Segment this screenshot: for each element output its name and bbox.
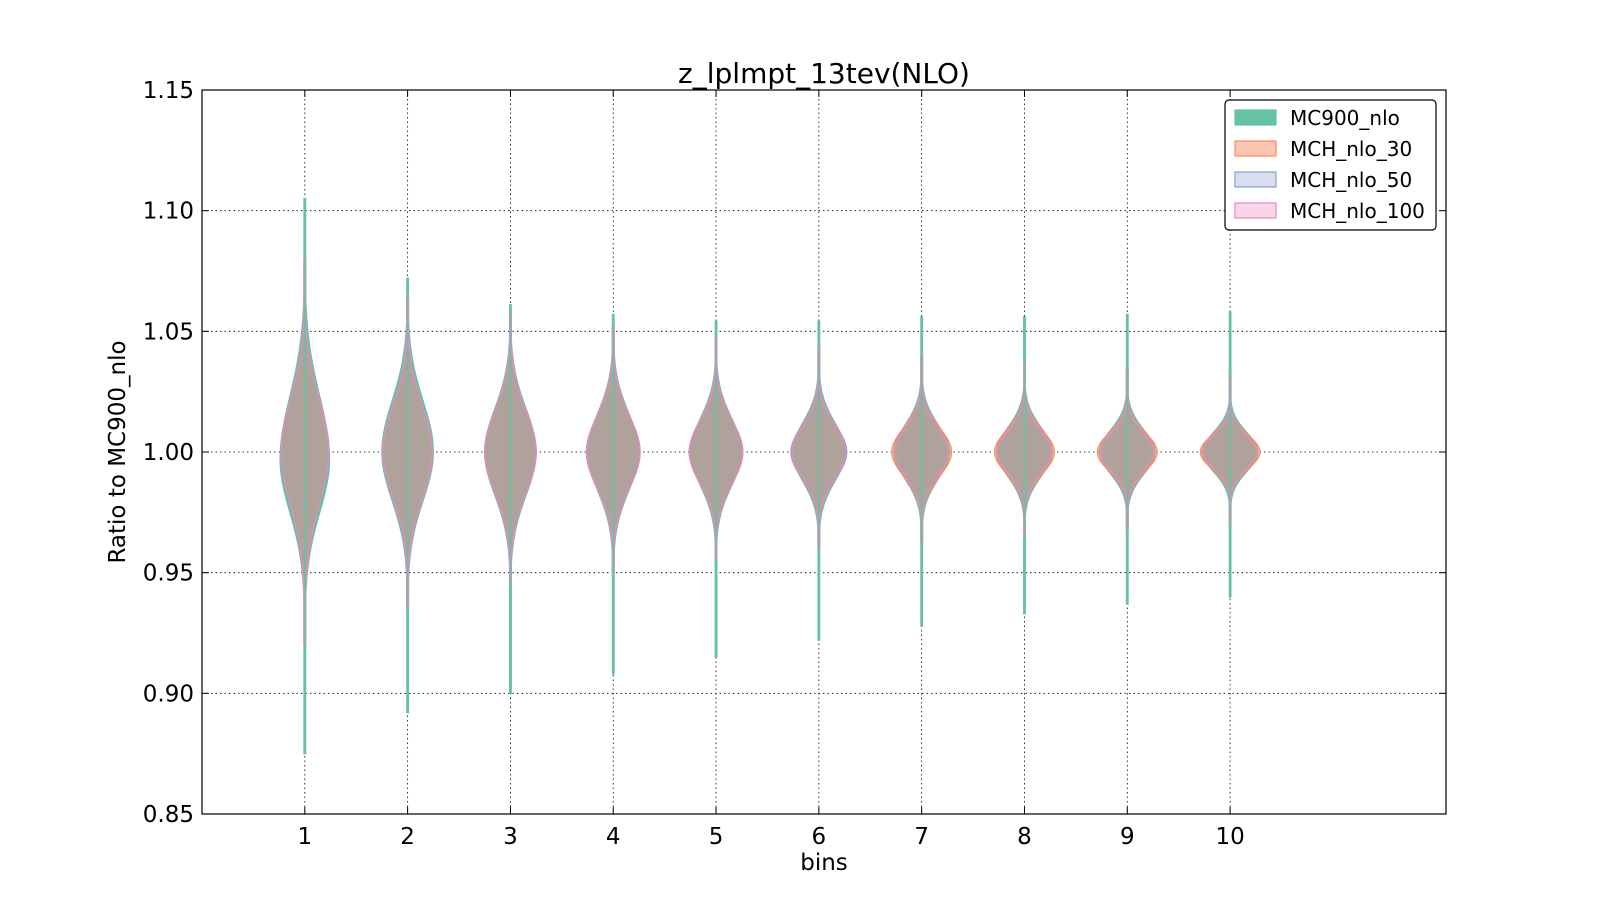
y-tick-label: 1.00 <box>143 440 194 466</box>
legend: MC900_nlo MCH_nlo_30 MCH_nlo_50 MCH_nlo_100 <box>1224 99 1437 231</box>
y-tick-label: 1.15 <box>143 78 194 104</box>
x-tick-label: 4 <box>606 824 621 850</box>
y-axis-label: Ratio to MC900_nlo <box>105 340 131 563</box>
x-tick-label: 1 <box>297 824 312 850</box>
legend-swatch <box>1234 109 1277 126</box>
violins <box>279 197 1261 755</box>
legend-label: MC900_nlo <box>1290 106 1400 130</box>
y-tick-label: 0.95 <box>143 561 194 587</box>
y-tick-label: 1.05 <box>143 319 194 345</box>
legend-swatch <box>1234 202 1277 219</box>
axis-ticks: 0.85 0.90 0.95 1.00 1.05 1.10 1.15 1 2 3 4 5 6 7 8 9 10 <box>143 78 1446 850</box>
x-tick-label: 6 <box>812 824 827 850</box>
legend-swatch <box>1234 140 1277 157</box>
x-axis-label: bins <box>800 850 848 876</box>
y-tick-label: 0.90 <box>143 681 194 707</box>
x-tick-label: 5 <box>709 824 724 850</box>
y-tick-label: 1.10 <box>143 199 194 225</box>
x-tick-label: 10 <box>1215 824 1244 850</box>
legend-swatch <box>1234 171 1277 188</box>
legend-label: MCH_nlo_30 <box>1290 137 1412 161</box>
x-tick-label: 8 <box>1017 824 1032 850</box>
legend-label: MCH_nlo_50 <box>1290 168 1412 192</box>
x-tick-label: 7 <box>914 824 929 850</box>
x-tick-label: 9 <box>1120 824 1135 850</box>
y-tick-label: 0.85 <box>143 802 194 828</box>
x-tick-label: 2 <box>400 824 415 850</box>
x-tick-label: 3 <box>503 824 518 850</box>
legend-box <box>1224 99 1437 231</box>
legend-label: MCH_nlo_100 <box>1290 199 1425 223</box>
chart-title: z_lplmpt_13tev(NLO) <box>678 57 970 90</box>
